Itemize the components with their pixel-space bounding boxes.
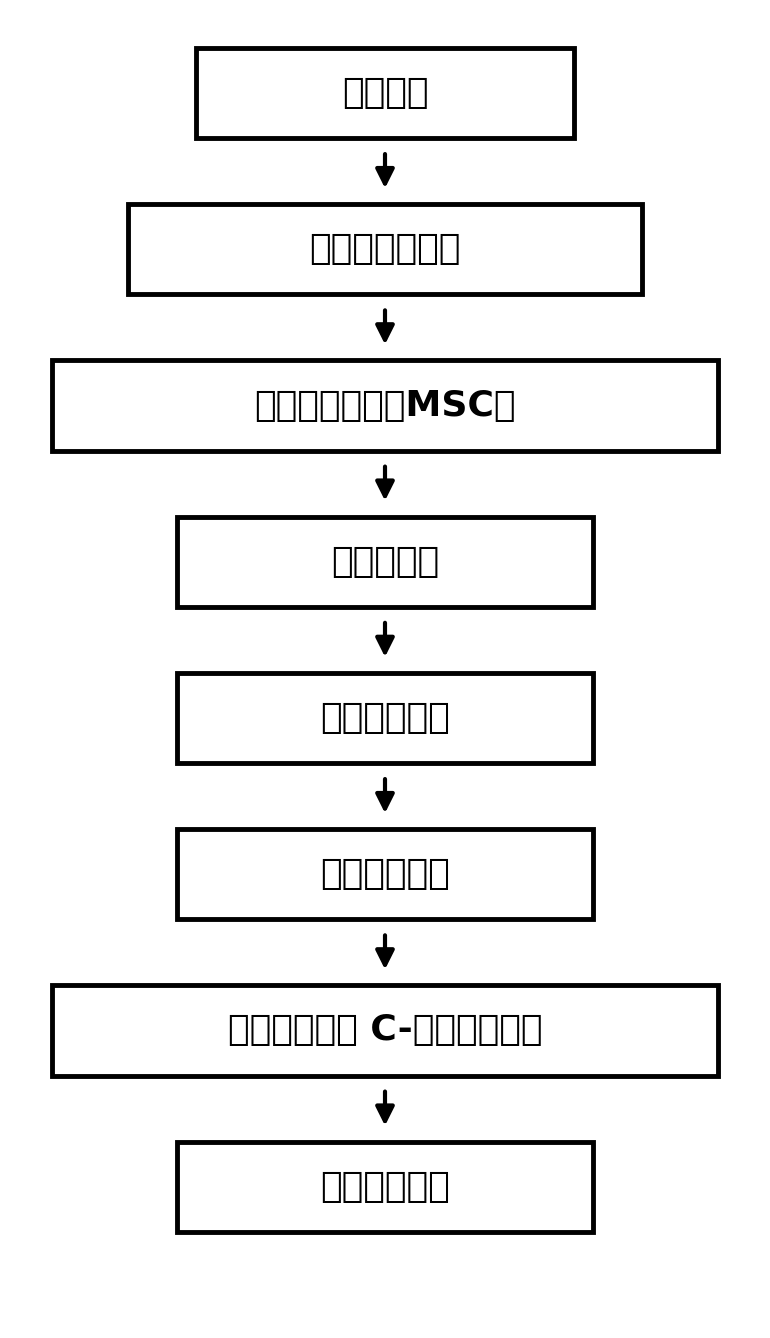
FancyBboxPatch shape xyxy=(196,48,574,138)
FancyBboxPatch shape xyxy=(177,516,593,606)
FancyBboxPatch shape xyxy=(52,360,718,451)
Text: 线性鉴别分析: 线性鉴别分析 xyxy=(320,701,450,735)
Text: 一种可能模糊 C-均值鉴别聚类: 一种可能模糊 C-均值鉴别聚类 xyxy=(228,1013,542,1048)
Text: 茶叶品种分类: 茶叶品种分类 xyxy=(320,1169,450,1204)
FancyBboxPatch shape xyxy=(177,673,593,763)
Text: 茶叶样本: 茶叶样本 xyxy=(342,76,428,110)
FancyBboxPatch shape xyxy=(177,1141,593,1232)
FancyBboxPatch shape xyxy=(52,986,718,1076)
FancyBboxPatch shape xyxy=(177,830,593,919)
Text: 初始聚类中心: 初始聚类中心 xyxy=(320,858,450,891)
FancyBboxPatch shape xyxy=(128,205,642,294)
Text: 近红外光谱采集: 近红外光谱采集 xyxy=(310,233,460,266)
Text: 主成分分析: 主成分分析 xyxy=(331,545,439,579)
Text: 多元散射校正（MSC）: 多元散射校正（MSC） xyxy=(254,388,516,423)
